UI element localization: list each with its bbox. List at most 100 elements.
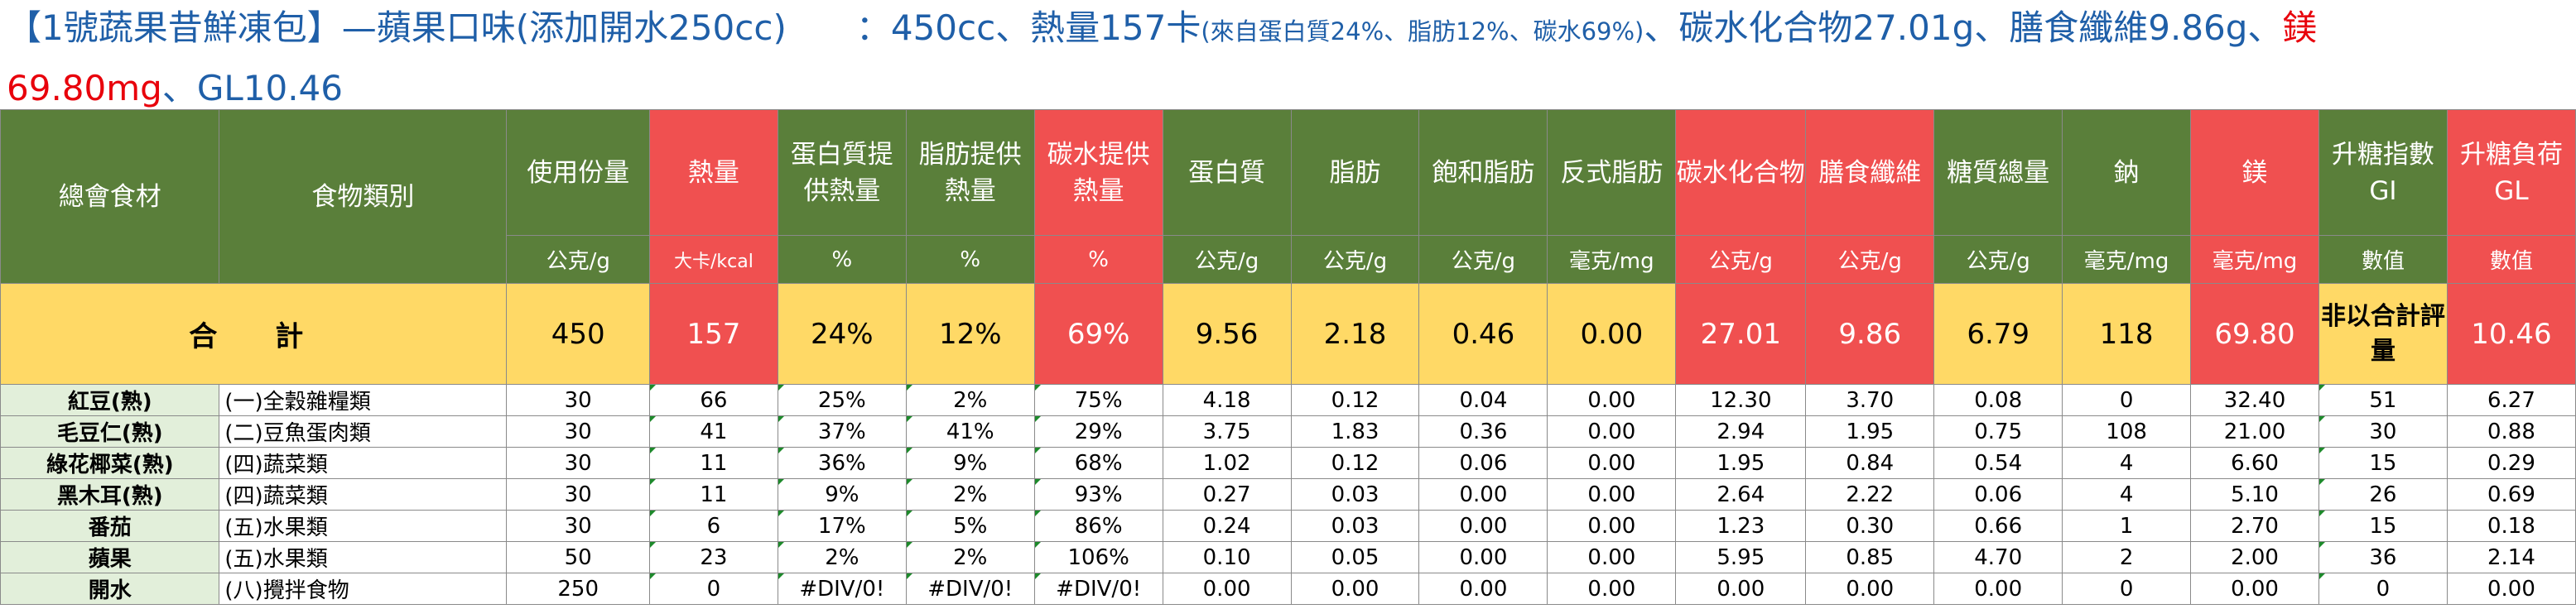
unit-cell[interactable]: 大卡/kcal — [648, 235, 778, 284]
header-carb-kcal[interactable]: 碳水提供熱量 — [1033, 109, 1163, 236]
table-cell[interactable]: 0.00 — [1162, 573, 1292, 605]
table-cell[interactable]: 30 — [2318, 415, 2448, 448]
table-cell[interactable]: 32.40 — [2190, 384, 2319, 416]
food-category-cell[interactable]: (四)蔬菜類 — [219, 478, 508, 511]
table-cell[interactable]: 0.00 — [1805, 573, 1935, 605]
table-cell[interactable]: 0.03 — [1290, 478, 1420, 511]
header-saturated-fat[interactable]: 飽和脂肪 — [1418, 109, 1548, 236]
table-cell[interactable]: 0.00 — [1418, 541, 1548, 573]
table-cell[interactable]: 3.70 — [1805, 384, 1935, 416]
unit-cell[interactable]: % — [777, 235, 907, 284]
total-cell[interactable]: 118 — [2062, 283, 2192, 385]
unit-cell[interactable]: 數值 — [2318, 235, 2448, 284]
table-cell[interactable]: 0 — [648, 573, 778, 605]
table-cell[interactable]: 0.27 — [1162, 478, 1292, 511]
total-cell[interactable]: 10.46 — [2446, 283, 2576, 385]
table-cell[interactable]: 4.18 — [1162, 384, 1292, 416]
table-cell[interactable]: 0.00 — [1547, 510, 1677, 542]
header-gi[interactable]: 升糖指數GI — [2318, 109, 2448, 236]
table-cell[interactable]: 75% — [1033, 384, 1163, 416]
table-cell[interactable]: 108 — [2062, 415, 2192, 448]
table-cell[interactable]: 41 — [648, 415, 778, 448]
table-cell[interactable]: 0.10 — [1162, 541, 1292, 573]
total-cell[interactable]: 69% — [1033, 283, 1163, 385]
table-cell[interactable]: 36% — [777, 447, 907, 479]
food-category-cell[interactable]: (八)攪拌食物 — [219, 573, 508, 605]
unit-cell[interactable]: 公克/g — [1805, 235, 1935, 284]
table-cell[interactable]: 0.54 — [1933, 447, 2063, 479]
table-cell[interactable]: 0.04 — [1418, 384, 1548, 416]
table-cell[interactable]: 4.70 — [1933, 541, 2063, 573]
table-cell[interactable]: 1.95 — [1805, 415, 1935, 448]
table-cell[interactable]: 0.24 — [1162, 510, 1292, 542]
table-cell[interactable]: 68% — [1033, 447, 1163, 479]
table-cell[interactable]: 0 — [2062, 573, 2192, 605]
table-cell[interactable]: 15 — [2318, 510, 2448, 542]
table-cell[interactable]: 2.70 — [2190, 510, 2319, 542]
total-cell[interactable]: 27.01 — [1675, 283, 1807, 385]
table-cell[interactable]: 17% — [777, 510, 907, 542]
total-cell[interactable]: 157 — [648, 283, 778, 385]
table-cell[interactable]: 26 — [2318, 478, 2448, 511]
table-cell[interactable]: 2 — [2062, 541, 2192, 573]
unit-cell[interactable]: 毫克/mg — [1547, 235, 1677, 284]
table-cell[interactable]: 0.84 — [1805, 447, 1935, 479]
table-cell[interactable]: 0.00 — [1418, 478, 1548, 511]
food-name-cell[interactable]: 黑木耳(熟) — [0, 478, 220, 511]
table-cell[interactable]: 0.00 — [1418, 573, 1548, 605]
total-cell[interactable]: 0.46 — [1418, 283, 1548, 385]
table-cell[interactable]: 21.00 — [2190, 415, 2319, 448]
table-cell[interactable]: 0.00 — [1547, 478, 1677, 511]
table-cell[interactable]: 0.18 — [2446, 510, 2576, 542]
table-cell[interactable]: 1 — [2062, 510, 2192, 542]
table-cell[interactable]: #DIV/0! — [905, 573, 1035, 605]
table-cell[interactable]: 0.12 — [1290, 384, 1420, 416]
unit-cell[interactable]: 公克/g — [1933, 235, 2063, 284]
table-cell[interactable]: 0.66 — [1933, 510, 2063, 542]
table-cell[interactable]: 0.00 — [1290, 573, 1420, 605]
table-cell[interactable]: 2.64 — [1675, 478, 1807, 511]
table-cell[interactable]: 30 — [506, 447, 650, 479]
table-cell[interactable]: 0.00 — [1547, 415, 1677, 448]
table-cell[interactable]: 250 — [506, 573, 650, 605]
table-cell[interactable]: 3.75 — [1162, 415, 1292, 448]
table-cell[interactable]: 0.08 — [1933, 384, 2063, 416]
header-amount[interactable]: 使用份量 — [506, 109, 650, 236]
header-protein[interactable]: 蛋白質 — [1162, 109, 1292, 236]
table-cell[interactable]: 11 — [648, 478, 778, 511]
unit-cell[interactable]: 公克/g — [1162, 235, 1292, 284]
total-cell[interactable]: 450 — [506, 283, 650, 385]
table-cell[interactable]: 2.14 — [2446, 541, 2576, 573]
table-cell[interactable]: 1.83 — [1290, 415, 1420, 448]
table-cell[interactable]: 0.12 — [1290, 447, 1420, 479]
total-cell[interactable]: 0.00 — [1547, 283, 1677, 385]
unit-cell[interactable]: 數值 — [2446, 235, 2576, 284]
table-cell[interactable]: 86% — [1033, 510, 1163, 542]
table-cell[interactable]: 50 — [506, 541, 650, 573]
table-cell[interactable]: 0.85 — [1805, 541, 1935, 573]
table-cell[interactable]: 4 — [2062, 447, 2192, 479]
table-cell[interactable]: 1.95 — [1675, 447, 1807, 479]
table-cell[interactable]: 37% — [777, 415, 907, 448]
table-cell[interactable]: 23 — [648, 541, 778, 573]
food-name-cell[interactable]: 毛豆仁(熟) — [0, 415, 220, 448]
table-cell[interactable]: 29% — [1033, 415, 1163, 448]
table-cell[interactable]: 9% — [777, 478, 907, 511]
table-cell[interactable]: 12.30 — [1675, 384, 1807, 416]
table-cell[interactable]: 0.00 — [1547, 384, 1677, 416]
table-cell[interactable]: 6.60 — [2190, 447, 2319, 479]
table-cell[interactable]: 0.30 — [1805, 510, 1935, 542]
total-cell[interactable]: 12% — [905, 283, 1035, 385]
table-cell[interactable]: 0.06 — [1418, 447, 1548, 479]
table-cell[interactable]: 0.00 — [2446, 573, 2576, 605]
header-food[interactable]: 總會食材 — [0, 109, 220, 284]
table-cell[interactable]: 0.00 — [1418, 510, 1548, 542]
header-gl[interactable]: 升糖負荷GL — [2446, 109, 2576, 236]
unit-cell[interactable]: % — [905, 235, 1035, 284]
table-cell[interactable]: 0.06 — [1933, 478, 2063, 511]
table-cell[interactable]: 0.00 — [1933, 573, 2063, 605]
table-cell[interactable]: #DIV/0! — [1033, 573, 1163, 605]
header-fat[interactable]: 脂肪 — [1290, 109, 1420, 236]
header-category[interactable]: 食物類別 — [219, 109, 508, 284]
table-cell[interactable]: 30 — [506, 478, 650, 511]
